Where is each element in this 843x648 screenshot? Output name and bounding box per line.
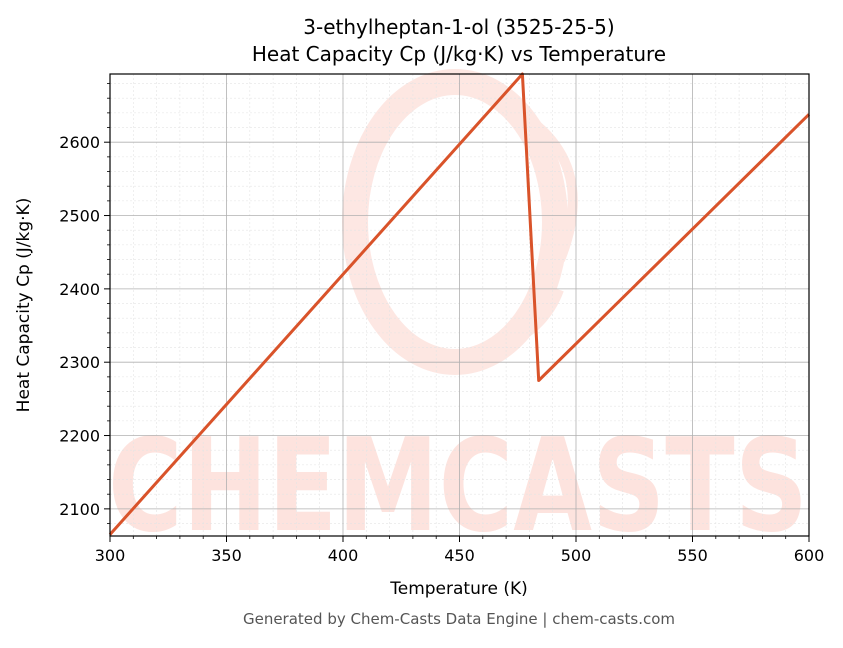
y-tick-label: 2200 [59,427,100,446]
watermark-logo-icon [342,69,578,375]
chart-title-line1: 3-ethylheptan-1-ol (3525-25-5) [303,15,614,39]
y-tick-label: 2500 [59,207,100,226]
watermark-text: CHEMCASTS [108,412,808,561]
series-line [108,72,811,536]
y-tick-label: 2400 [59,280,100,299]
x-tick-label: 500 [561,546,592,565]
x-axis-label: Temperature (K) [389,579,528,599]
series-layer [108,72,811,536]
x-tick-label: 350 [211,546,242,565]
chart-title-line2: Heat Capacity Cp (J/kg·K) vs Temperature [252,42,666,66]
footer-credit: Generated by Chem-Casts Data Engine | ch… [243,610,675,628]
y-tick-label: 2600 [59,133,100,152]
y-axis-label: Heat Capacity Cp (J/kg·K) [14,198,34,413]
watermark: CHEMCASTS [108,69,808,561]
x-tick-label: 550 [677,546,708,565]
y-tick-label: 2300 [59,353,100,372]
y-tick-label: 2100 [59,500,100,519]
x-tick-label: 400 [328,546,359,565]
axis-ticks: 300 350 400 450 500 550 600 2100 2200 2300 2400 250… [59,83,825,565]
x-tick-label: 600 [794,546,825,565]
x-tick-label: 300 [95,546,126,565]
x-tick-label: 450 [444,546,475,565]
